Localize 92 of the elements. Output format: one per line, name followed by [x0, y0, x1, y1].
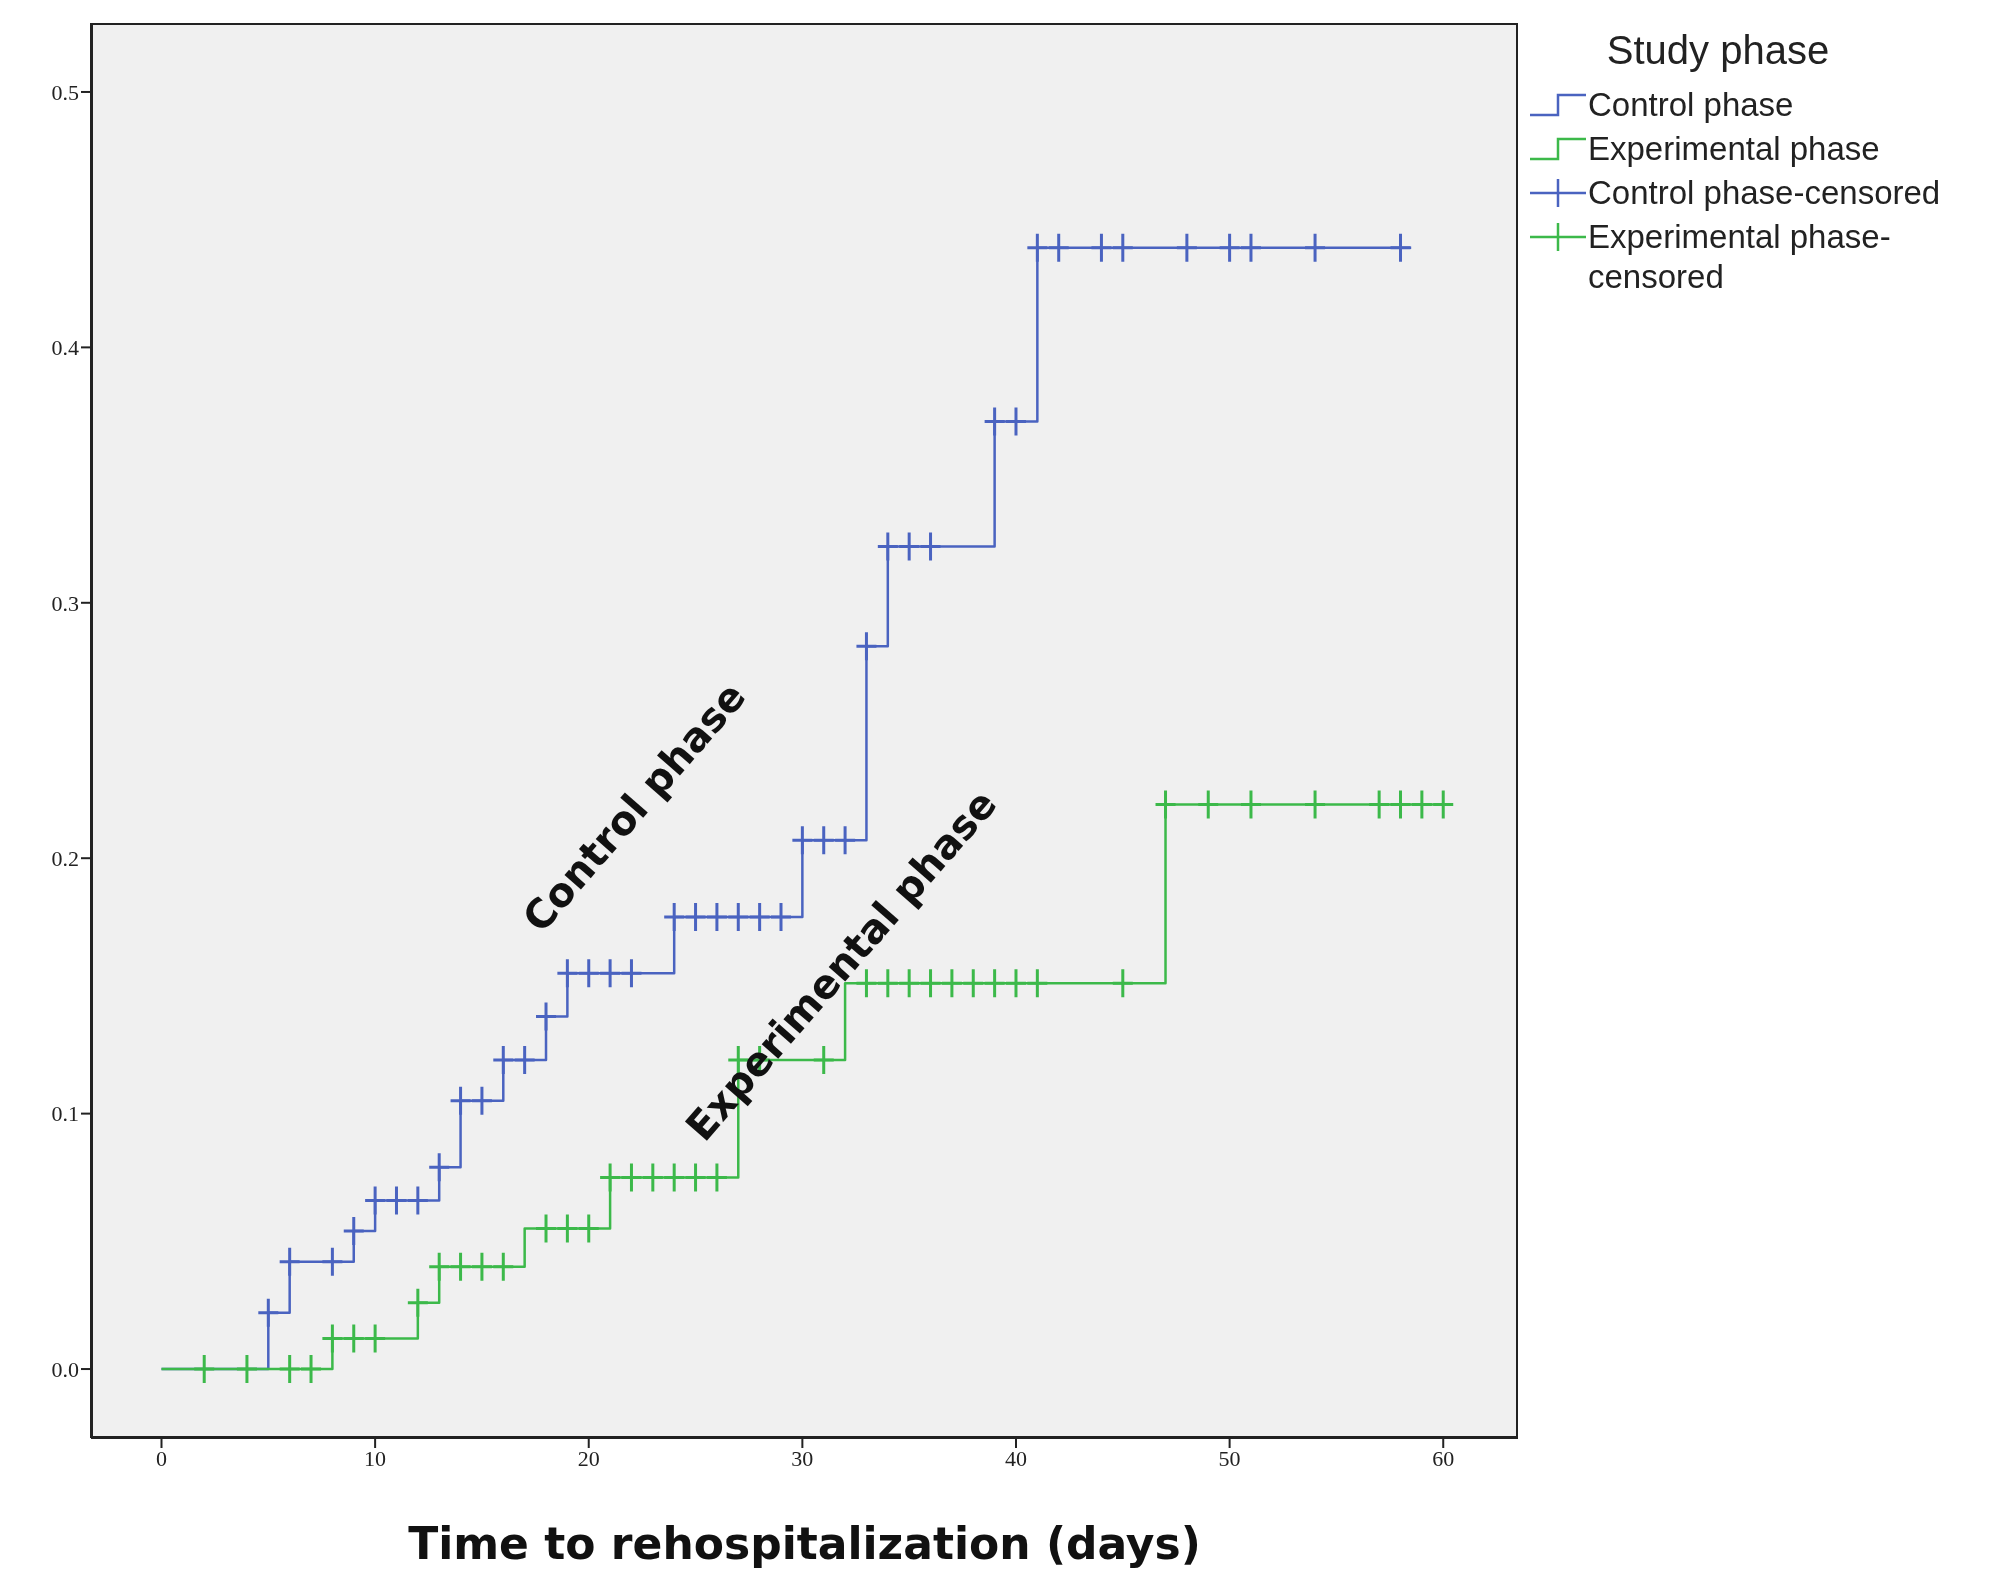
legend-label: Control phase-censored: [1588, 173, 1942, 213]
point: [1390, 790, 1411, 819]
point: [1112, 233, 1133, 262]
point: [450, 1086, 471, 1115]
point: [706, 1163, 727, 1192]
point: [343, 1324, 364, 1353]
x-tick-label: 60: [1432, 1445, 1455, 1471]
point: [664, 902, 685, 931]
point: [877, 532, 898, 561]
point: [279, 1355, 300, 1384]
point: [920, 969, 941, 998]
point: [1112, 969, 1133, 998]
point: [984, 407, 1005, 436]
point: [493, 1252, 514, 1281]
y-tick-label: 0.3: [51, 590, 79, 616]
point: [536, 1002, 557, 1031]
point: [642, 1163, 663, 1192]
point: [279, 1247, 300, 1276]
point: [1048, 233, 1069, 262]
point: [1027, 969, 1048, 998]
point: [1176, 233, 1197, 262]
point: [600, 959, 621, 988]
legend-label: Control phase: [1588, 85, 1795, 125]
point: [1005, 407, 1026, 436]
point: [899, 532, 920, 561]
x-tick-label: 20: [577, 1445, 600, 1471]
point: [322, 1324, 343, 1353]
y-tick-label: 0.5: [51, 79, 79, 105]
point: [365, 1324, 386, 1353]
point: [941, 969, 962, 998]
point: [1305, 233, 1326, 262]
point: [856, 632, 877, 661]
point: [194, 1355, 215, 1384]
y-tick-label: 0.4: [51, 335, 79, 361]
x-axis-title: Time to rehospitalization (days): [407, 1518, 1202, 1569]
point: [258, 1298, 279, 1327]
point: [621, 959, 642, 988]
point: [920, 532, 941, 561]
point: [429, 1252, 450, 1281]
x-tick-label: 30: [791, 1445, 814, 1471]
point: [984, 969, 1005, 998]
point: [1390, 233, 1411, 262]
point: [600, 1163, 621, 1192]
point: [813, 826, 834, 855]
point: [493, 1045, 514, 1074]
x-tick-label: 40: [1004, 1445, 1027, 1471]
point: [236, 1355, 257, 1384]
point: [407, 1288, 428, 1317]
point: [963, 969, 984, 998]
point: [471, 1086, 492, 1115]
point: [471, 1252, 492, 1281]
point: [1240, 790, 1261, 819]
point: [429, 1153, 450, 1182]
point: [407, 1186, 428, 1215]
point: [536, 1214, 557, 1243]
x-tick-label: 0: [156, 1445, 167, 1471]
point: [557, 1214, 578, 1243]
legend-label: Experimental phase: [1588, 129, 1881, 169]
point: [1411, 790, 1432, 819]
point: [578, 1214, 599, 1243]
point: [1155, 790, 1176, 819]
y-tick-label: 0.0: [51, 1356, 79, 1382]
point: [1219, 233, 1240, 262]
point: [1305, 790, 1326, 819]
point: [386, 1186, 407, 1215]
x-tick-label: 10: [364, 1445, 387, 1471]
point: [1027, 233, 1048, 262]
point: [322, 1247, 343, 1276]
point: [1198, 790, 1219, 819]
point: [792, 826, 813, 855]
point: [343, 1217, 364, 1246]
point: [450, 1252, 471, 1281]
y-tick-label: 0.2: [51, 846, 79, 872]
legend-label: Experimental phase-censored: [1588, 217, 1892, 297]
point: [835, 826, 856, 855]
point: [578, 959, 599, 988]
point: [664, 1163, 685, 1192]
y-tick-label: 0.1: [51, 1101, 79, 1127]
point: [514, 1045, 535, 1074]
point: [899, 969, 920, 998]
point: [557, 959, 578, 988]
x-tick-label: 50: [1218, 1445, 1241, 1471]
point: [1091, 233, 1112, 262]
point: [1433, 790, 1454, 819]
point: [621, 1163, 642, 1192]
point: [1005, 969, 1026, 998]
point: [301, 1355, 322, 1384]
point: [685, 1163, 706, 1192]
legend-title: Study phase: [1605, 28, 1831, 73]
point: [365, 1186, 386, 1215]
point: [1369, 790, 1390, 819]
point: [1240, 233, 1261, 262]
